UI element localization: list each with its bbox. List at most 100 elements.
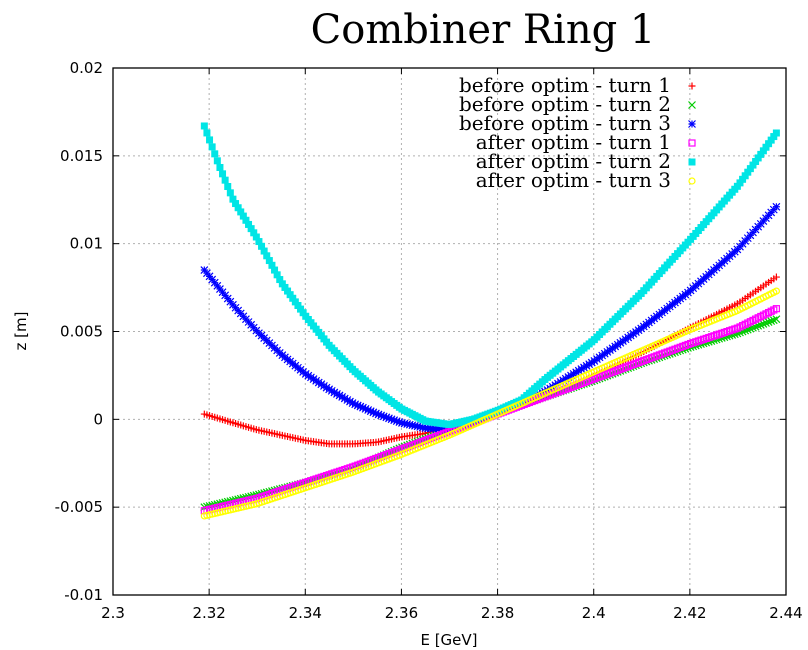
data-point: [340, 394, 349, 403]
data-point: [762, 319, 770, 327]
data-point: [587, 358, 596, 367]
legend-marker: [688, 82, 696, 90]
series-3: [200, 202, 781, 434]
legend-marker: [688, 177, 696, 185]
data-point: [577, 365, 586, 373]
data-point: [299, 309, 307, 317]
data-point: [359, 403, 367, 412]
data-point: [208, 143, 216, 151]
data-point: [213, 157, 221, 165]
data-point: [752, 158, 760, 166]
data-point: [392, 417, 401, 426]
data-point: [301, 370, 310, 378]
data-point: [242, 216, 250, 224]
data-point: [206, 136, 214, 144]
data-point: [335, 391, 344, 400]
data-point: [226, 189, 234, 197]
data-point: [245, 220, 253, 228]
data-point: [772, 287, 780, 295]
legend-label: after optim - turn 1: [476, 130, 671, 154]
data-point: [200, 122, 208, 130]
data-point: [234, 204, 242, 212]
legend-label: after optim - turn 3: [476, 168, 671, 192]
data-point: [754, 154, 762, 162]
x-tick-label: 2.4: [582, 604, 606, 622]
y-tick-label: 0.005: [60, 323, 103, 341]
data-point: [387, 415, 396, 424]
data-point: [351, 400, 360, 409]
x-tick-label: 2.42: [673, 604, 706, 622]
data-point: [741, 172, 749, 180]
data-point: [325, 385, 334, 394]
data-point: [258, 242, 266, 250]
y-axis-label: z [m]: [12, 312, 30, 351]
data-point: [379, 412, 388, 421]
data-point: [582, 361, 591, 370]
data-point: [289, 294, 297, 302]
legend-entry: after optim - turn 1: [476, 130, 696, 154]
data-point: [580, 363, 588, 372]
x-tick-label: 2.38: [481, 604, 514, 622]
data-point: [265, 257, 273, 265]
data-point: [574, 366, 583, 375]
legend-label: before optim - turn 1: [459, 73, 671, 97]
data-point: [764, 318, 773, 326]
data-point: [327, 386, 336, 395]
data-point: [268, 261, 276, 269]
y-tick-label: 0: [93, 410, 103, 428]
data-point: [297, 305, 305, 313]
legend-marker: [688, 139, 696, 147]
data-point: [353, 401, 362, 410]
data-point: [765, 140, 773, 148]
data-point: [372, 409, 380, 418]
data-point: [377, 411, 386, 420]
data-point: [390, 416, 399, 425]
data-point: [772, 305, 780, 313]
data-point: [564, 373, 573, 382]
data-point: [252, 233, 260, 241]
legend-label: after optim - turn 2: [476, 149, 671, 173]
legend-entry: after optim - turn 2: [476, 149, 696, 173]
data-point: [276, 276, 284, 284]
data-point: [759, 147, 767, 155]
legend-entry: before optim - turn 2: [459, 92, 696, 116]
data-point: [312, 376, 321, 385]
data-point: [338, 393, 347, 401]
data-point: [216, 163, 224, 171]
data-point: [561, 374, 570, 383]
data-point: [559, 376, 568, 385]
plot-area: [200, 122, 781, 520]
data-point: [203, 129, 211, 137]
data-point: [309, 375, 318, 384]
data-point: [330, 388, 339, 397]
legend-label: before optim - turn 3: [459, 111, 671, 135]
axis-ticks: 2.3 2.32 2.34 2.36 2.38 2.4 2.42 2.44 -0.01 -0.00…: [55, 59, 803, 622]
data-point: [361, 404, 370, 413]
x-tick-label: 2.32: [192, 604, 225, 622]
data-point: [271, 266, 279, 274]
data-point: [395, 418, 404, 427]
data-point: [278, 280, 286, 288]
legend-marker: [688, 101, 696, 109]
series-6: [200, 287, 780, 520]
data-point: [237, 208, 245, 216]
x-tick-label: 2.44: [769, 604, 802, 622]
y-tick-label: 0.01: [70, 235, 103, 253]
data-point: [343, 396, 352, 404]
data-point: [284, 287, 292, 295]
x-tick-label: 2.34: [289, 604, 322, 622]
legend-marker: [688, 158, 696, 166]
data-point: [273, 271, 281, 279]
data-point: [385, 414, 393, 423]
data-point: [749, 161, 757, 169]
y-tick-label: 0.02: [70, 59, 103, 77]
data-point: [772, 315, 781, 324]
legend-entry: after optim - turn 3: [476, 168, 696, 192]
y-tick-label: 0.015: [60, 147, 103, 165]
data-point: [291, 298, 299, 306]
data-point: [322, 383, 331, 392]
data-point: [772, 202, 781, 211]
y-tick-label: -0.005: [55, 498, 103, 516]
